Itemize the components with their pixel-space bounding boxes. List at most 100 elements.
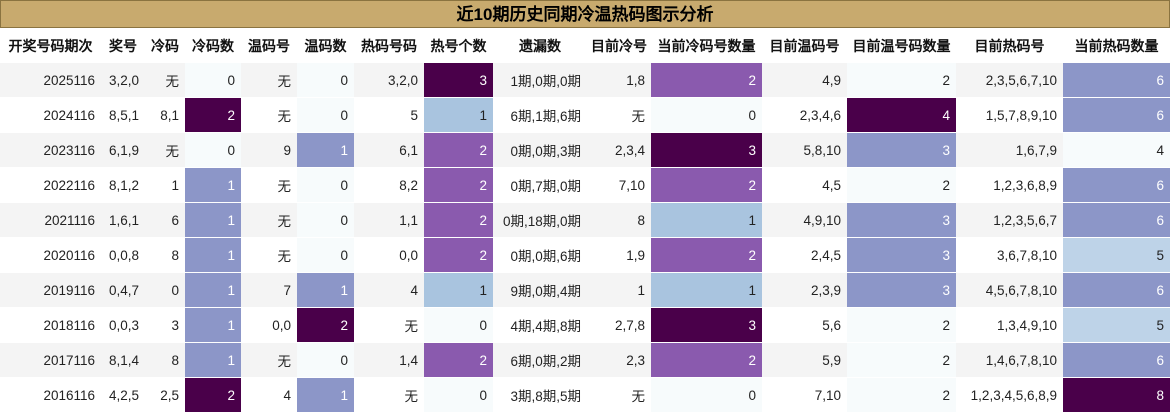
table-cell: 8,5,1 [101,97,145,133]
table-cell: 4期,4期,8期 [493,307,587,343]
table-cell: 4 [1063,132,1170,168]
table-cell: 0 [651,377,762,413]
table-cell: 无 [354,377,424,413]
table-cell: 无 [145,132,185,168]
column-header: 当前热码数量 [1063,28,1170,63]
table-cell: 1 [424,272,493,308]
table-cell: 2 [424,237,493,273]
table-cell: 无 [241,97,297,133]
table-cell: 1期,0期,0期 [493,63,587,98]
column-header: 目前温码号 [762,28,847,63]
column-header: 遗漏数 [493,28,587,63]
table-cell: 0,0 [354,237,424,273]
column-header: 目前热码号 [956,28,1063,63]
table-cell: 2,3,5,6,7,10 [956,63,1063,98]
table-cell: 1 [185,237,241,273]
table-cell: 6 [1063,342,1170,378]
table-cell: 3 [424,63,493,98]
table-cell: 5,6 [762,307,847,343]
table-cell: 7,10 [587,167,651,203]
table-cell: 1 [185,202,241,238]
table-cell: 2 [651,63,762,98]
table-row: 2020116 0,0,8 8 1 无 0 0,0 2 0期,0期,6期 1,9 2 2,4,5 3 3,… [0,237,1170,273]
table-cell: 5,8,10 [762,132,847,168]
table-cell: 1,2,3,6,8,9 [956,167,1063,203]
table-cell: 0 [297,342,354,378]
table-cell: 1,6,1 [101,202,145,238]
table-cell: 0 [297,237,354,273]
table-cell: 1 [297,272,354,308]
table-cell: 无 [587,97,651,133]
table-cell: 2 [424,342,493,378]
table-row: 2019116 0,4,7 0 1 7 1 4 1 9期,0期,4期 1 1 2,3,9 3 4,5,6,… [0,272,1170,308]
table-cell: 0期,18期,0期 [493,202,587,238]
table-cell: 2 [847,307,956,343]
table-cell: 8,1,2 [101,167,145,203]
table-cell: 7,10 [762,377,847,413]
table-cell: 2,4,5 [762,237,847,273]
table-cell: 无 [241,342,297,378]
table-cell: 无 [145,63,185,98]
table-cell: 1 [185,307,241,343]
column-header: 冷码 [145,28,185,63]
column-header: 当前冷码号数量 [651,28,762,63]
table-cell: 8,2 [354,167,424,203]
table-cell: 2 [847,167,956,203]
table-cell: 6,1 [354,132,424,168]
table-cell: 1,1 [354,202,424,238]
table-cell: 6 [1063,63,1170,98]
table-cell: 4,9,10 [762,202,847,238]
table-cell: 2 [185,97,241,133]
table-cell: 2022116 [0,167,101,203]
table-cell: 3 [145,307,185,343]
table-cell: 0 [424,377,493,413]
table-cell: 2 [847,377,956,413]
table-cell: 2018116 [0,307,101,343]
table-cell: 2,3 [587,342,651,378]
table-cell: 1,2,3,5,6,7 [956,202,1063,238]
column-header: 温码数 [297,28,354,63]
table-cell: 1,6,7,9 [956,132,1063,168]
table-cell: 4 [241,377,297,413]
table-cell: 6期,0期,2期 [493,342,587,378]
table-cell: 1 [185,342,241,378]
table-cell: 0期,0期,6期 [493,237,587,273]
table-row: 2024116 8,5,1 8,1 2 无 0 5 1 6期,1期,6期无 0 2,3,4,6 4 1,… [0,97,1170,133]
table-cell: 8 [1063,377,1170,413]
table-cell: 8,1 [145,97,185,133]
table-cell: 2,3,9 [762,272,847,308]
table-cell: 无 [241,202,297,238]
table-cell: 1,5,7,8,9,10 [956,97,1063,133]
table-cell: 2,3,4 [587,132,651,168]
table-cell: 6 [1063,202,1170,238]
analysis-table: 开奖号码期次 奖号 冷码 冷码数 温码号 温码数 热码号码 热号个数 遗漏数 目前冷号 当前冷码号数… [0,28,1170,413]
column-header: 奖号 [101,28,145,63]
table-cell: 1,8 [587,63,651,98]
table-cell: 9 [241,132,297,168]
table-cell: 1 [297,377,354,413]
table-cell: 1 [185,272,241,308]
table-cell: 2 [651,237,762,273]
table-cell: 2019116 [0,272,101,308]
table-cell: 0 [185,132,241,168]
table-cell: 无 [241,237,297,273]
table-cell: 6 [1063,167,1170,203]
table-cell: 2021116 [0,202,101,238]
table-cell: 4 [847,97,956,133]
table-cell: 无 [354,307,424,343]
table-cell: 7 [241,272,297,308]
table-cell: 2,7,8 [587,307,651,343]
table-cell: 5,9 [762,342,847,378]
table-cell: 2 [185,377,241,413]
table-cell: 0 [297,97,354,133]
table-cell: 2025116 [0,63,101,98]
table-cell: 4,5,6,7,8,10 [956,272,1063,308]
table-title: 近10期历史同期冷温热码图示分析 [0,0,1170,28]
table-cell: 0期,0期,3期 [493,132,587,168]
table-cell: 2017116 [0,342,101,378]
table-cell: 3,2,0 [354,63,424,98]
table-cell: 2023116 [0,132,101,168]
table-cell: 2 [424,202,493,238]
table-cell: 1,4,6,7,8,10 [956,342,1063,378]
